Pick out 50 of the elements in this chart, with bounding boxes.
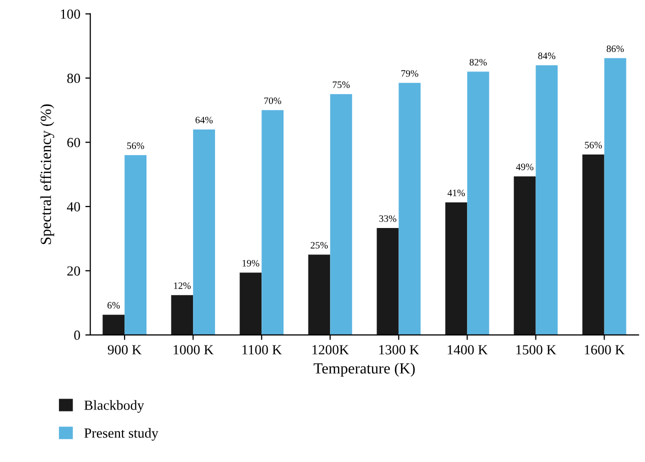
y-tick-label: 80 [67, 74, 80, 84]
data-label: 75% [332, 81, 350, 88]
y-tick-label: 40 [66, 202, 80, 212]
data-label: 56% [584, 142, 602, 148]
x-tick-label: 1400 K [448, 345, 488, 354]
y-tick-label: 0 [74, 330, 80, 340]
data-label: 33% [379, 215, 396, 222]
bar [171, 295, 194, 335]
y-tick-label: 100 [60, 9, 80, 19]
x-tick-label: 1200K [312, 345, 349, 354]
x-axis-title: Temperature (K) [314, 362, 415, 377]
bar [124, 155, 146, 335]
data-label: 82% [470, 58, 487, 66]
bar [376, 228, 399, 335]
legend-label: Present study [84, 428, 158, 441]
data-label: 79% [401, 70, 418, 77]
bar [398, 82, 421, 335]
x-tick-label: 900 K [108, 345, 142, 354]
bar [536, 65, 558, 335]
y-tick-label: 60 [67, 138, 80, 148]
data-label: 41% [448, 190, 465, 196]
data-label: 86% [606, 45, 624, 52]
x-tick-label: 1000 K [174, 345, 214, 354]
bar [582, 154, 604, 335]
x-tick-label: 1600 K [584, 345, 625, 354]
data-label: 25% [310, 242, 328, 249]
data-label: 84% [538, 52, 556, 60]
bar [262, 110, 284, 335]
bar [604, 58, 626, 335]
bar [193, 129, 216, 335]
data-label: 19% [242, 260, 260, 267]
x-tick-label: 1500 K [516, 345, 556, 354]
x-tick-label: 1300 K [379, 345, 420, 354]
bar [514, 176, 536, 335]
y-tick-label: 20 [67, 266, 80, 276]
data-label: 6% [108, 302, 120, 309]
bar [240, 272, 262, 335]
x-tick-label: 1100 K [242, 345, 282, 354]
y-axis-title: Spectral efficiency (%) [40, 104, 54, 244]
bar [330, 94, 352, 335]
bar [102, 314, 125, 335]
data-label: 64% [196, 116, 213, 124]
bar [308, 254, 330, 335]
data-label: 49% [516, 164, 534, 170]
bar [467, 72, 490, 335]
data-label: 56% [127, 142, 144, 150]
legend-label: Blackbody [84, 400, 144, 413]
data-label: 12% [174, 282, 191, 290]
bar [445, 202, 468, 335]
data-label: 70% [264, 97, 282, 104]
